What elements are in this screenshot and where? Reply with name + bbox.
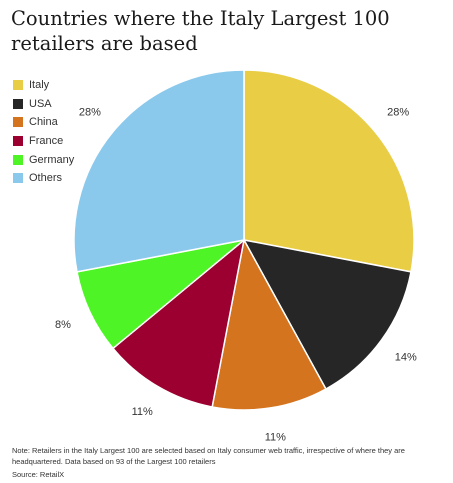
pie-label-germany: 8% (55, 319, 71, 331)
pie-slice-others (74, 70, 244, 272)
pie-label-usa: 14% (395, 352, 417, 364)
pie-slice-italy (244, 70, 414, 272)
pie-label-others: 28% (79, 106, 101, 118)
pie-label-china: 11% (265, 431, 286, 443)
pie-label-italy: 28% (387, 106, 409, 118)
footnote: Note: Retailers in the Italy Largest 100… (12, 445, 442, 467)
pie-label-france: 11% (132, 406, 153, 418)
source-note: Source: RetailX (12, 470, 64, 479)
